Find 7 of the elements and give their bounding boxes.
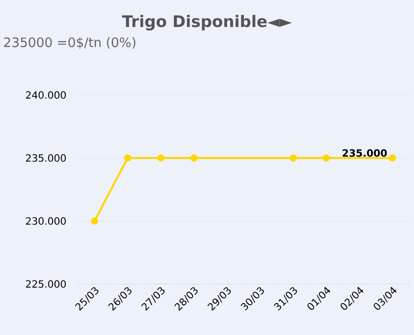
y-tick-label: 230.000 [26,217,66,225]
data-label: 235.000 [342,149,387,157]
y-tick-label: 235.000 [26,154,66,162]
chart-subtitle: 235000 =0$/tn (0%) [4,37,136,49]
y-tick-label: 240.000 [26,91,66,99]
y-tick-label: 225.000 [26,280,66,288]
chart-title: Trigo Disponible◄► [122,14,292,30]
